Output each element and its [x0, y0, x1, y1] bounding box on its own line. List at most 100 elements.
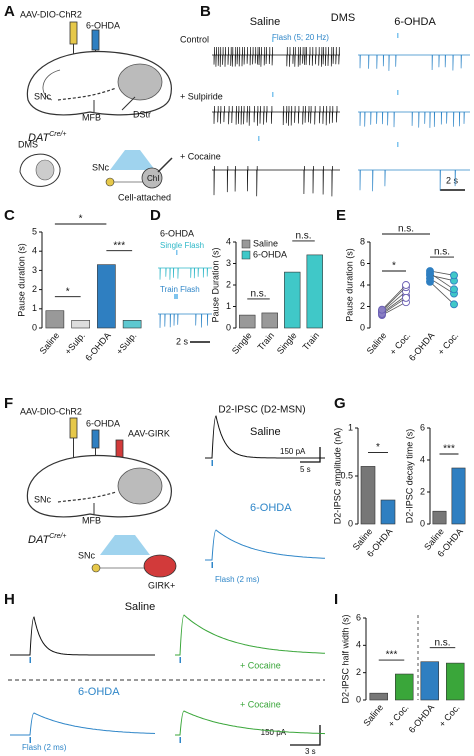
flash-marker	[397, 33, 399, 38]
point	[450, 300, 458, 309]
trace	[205, 529, 326, 561]
y-tick-label: 1	[348, 422, 353, 432]
y-axis-label: D2-IPSC amplitude (nA)	[332, 428, 342, 525]
virus-label: AAV-GIRK	[128, 428, 170, 438]
snc-label: SNc	[78, 550, 96, 560]
scale-label: 2 s	[176, 336, 189, 346]
x-tick-label: Train	[255, 330, 276, 352]
flash-marker	[272, 37, 274, 42]
point	[450, 271, 458, 280]
panel-letter: I	[334, 591, 338, 608]
x-tick-label: + Coc.	[386, 702, 411, 729]
y-tick-label: 4	[32, 246, 37, 256]
trace	[205, 415, 325, 459]
trace	[10, 616, 155, 656]
x-tick-label: Single	[275, 330, 299, 356]
trace	[358, 111, 470, 128]
chi-label: ChI	[147, 174, 159, 183]
significance-label: n.s.	[398, 224, 414, 235]
x-tick-label: +Sulp.	[114, 330, 138, 356]
panel-letter: H	[4, 591, 15, 608]
x-tick-label: + Coc.	[436, 330, 461, 357]
y-tick-label: 0	[356, 694, 361, 704]
pair-line	[381, 297, 407, 315]
significance-label: *	[392, 261, 396, 272]
bar	[306, 254, 323, 329]
significance-label: n.s.	[295, 231, 311, 242]
flash-marker	[211, 562, 213, 568]
y-tick-label: 6	[420, 422, 425, 432]
trace	[212, 46, 340, 67]
bar	[71, 320, 90, 329]
trace-label: 6-OHDA	[250, 502, 292, 514]
trace	[175, 614, 326, 656]
bar	[284, 271, 301, 329]
toxin-label: 6-OHDA	[86, 20, 120, 30]
flash-label: Flash (5; 20 Hz)	[272, 33, 329, 42]
snc-label: SNc	[34, 494, 52, 504]
pair-line	[429, 281, 455, 305]
genotype-label: DATCre/+	[28, 533, 67, 546]
panel-letter: B	[200, 3, 211, 20]
panel-letter: F	[4, 395, 13, 412]
panel-letter: A	[4, 3, 15, 20]
y-tick-label: 0	[32, 322, 37, 332]
x-tick-label: +Sulp.	[63, 330, 87, 356]
y-tick-label: 5	[32, 226, 37, 236]
y-tick-label: 8	[360, 236, 365, 246]
trace-label: 6-OHDA	[78, 686, 120, 698]
significance-label: n.s.	[434, 247, 450, 258]
scale-label: 3 s	[305, 747, 316, 756]
point	[402, 281, 410, 289]
trace-label: + Cocaine	[240, 660, 281, 670]
genotype-label: DATCre/+	[28, 131, 67, 144]
genotype: DAT	[28, 132, 50, 144]
y-tick-label: 0.5	[340, 470, 353, 480]
panel-letter: G	[334, 395, 346, 412]
x-tick-label: Saline	[37, 330, 61, 356]
point	[402, 293, 410, 302]
brain-diagram	[26, 417, 177, 578]
significance-label: ***	[386, 650, 398, 661]
point	[426, 277, 434, 286]
trace-label: Saline	[250, 426, 281, 438]
flash-marker	[176, 250, 178, 255]
significance-label: n.s.	[250, 289, 266, 300]
legend-label: 6-OHDA	[253, 249, 287, 259]
row-label: + Cocaine	[180, 151, 221, 161]
y-tick-label: 4	[226, 236, 231, 246]
y-tick-label: 0	[226, 322, 231, 332]
flash-marker	[179, 737, 181, 743]
y-tick-label: 2	[356, 667, 361, 677]
y-axis-label: D2-IPSC decay time (s)	[404, 429, 414, 524]
panel-letter: C	[4, 207, 15, 224]
dms-label: DMS	[18, 139, 38, 149]
flash-marker	[272, 92, 274, 97]
y-tick-label: 0	[348, 518, 353, 528]
scale-bar	[300, 447, 321, 463]
y-axis-label: D2-IPSC half width (s)	[340, 614, 350, 703]
trace	[158, 267, 212, 280]
significance-label: ***	[443, 444, 455, 455]
trace-label: + Cocaine	[240, 699, 281, 709]
y-tick-label: 2	[360, 301, 365, 311]
flash-marker	[29, 737, 31, 743]
y-tick-label: 3	[226, 258, 231, 268]
flash-marker	[397, 142, 399, 147]
point	[378, 305, 386, 314]
flash-marker	[179, 657, 181, 663]
x-tick-label: 6-OHDA	[407, 330, 437, 362]
significance-label: n.s.	[434, 637, 450, 648]
bar	[239, 314, 256, 329]
trace-title: D2-IPSC (D2-MSN)	[218, 405, 305, 416]
column-label: Saline	[250, 16, 281, 28]
y-tick-label: 6	[356, 612, 361, 622]
x-tick-label: Single	[230, 330, 254, 356]
trace	[10, 712, 156, 736]
pair-line	[429, 278, 455, 294]
legend-swatch	[241, 239, 251, 249]
point	[426, 267, 434, 275]
panel-letter: E	[336, 207, 346, 224]
x-tick-label: Saline	[361, 702, 385, 728]
